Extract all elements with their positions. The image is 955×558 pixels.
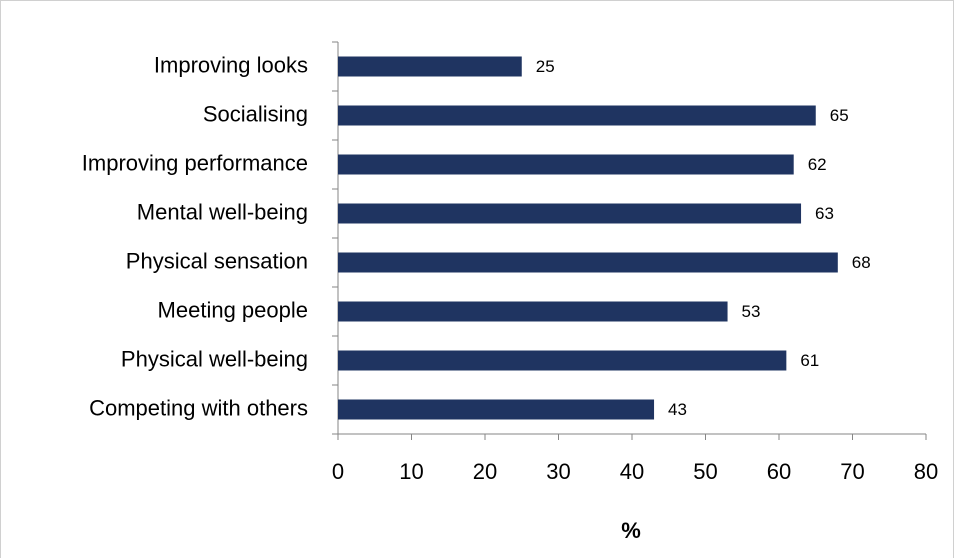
bar (338, 350, 787, 371)
y-tick-label: Physical sensation (126, 248, 308, 273)
value-label: 63 (815, 204, 834, 223)
y-tick-label: Meeting people (158, 297, 308, 322)
x-tick-label: 20 (473, 459, 497, 484)
y-tick-label: Physical well-being (121, 346, 308, 371)
x-tick-label: 30 (546, 459, 570, 484)
value-label: 25 (536, 57, 555, 76)
value-label: 62 (808, 155, 827, 174)
y-tick-label: Mental well-being (137, 199, 308, 224)
x-tick-label: 70 (840, 459, 864, 484)
bar (338, 105, 816, 126)
x-tick-label: 80 (914, 459, 938, 484)
value-label: 68 (852, 253, 871, 272)
bar (338, 252, 838, 273)
x-tick-label: 60 (767, 459, 791, 484)
y-tick-label: Improving performance (82, 150, 308, 175)
x-tick-label: 50 (693, 459, 717, 484)
bar (338, 56, 522, 77)
x-tick-label: 40 (620, 459, 644, 484)
x-tick-label: 0 (332, 459, 344, 484)
value-label: 43 (668, 400, 687, 419)
bar (338, 154, 794, 175)
y-tick-label: Socialising (203, 101, 308, 126)
bar (338, 399, 655, 420)
x-tick-label: 10 (399, 459, 423, 484)
bar (338, 203, 802, 224)
value-label: 65 (830, 106, 849, 125)
x-axis-title: % (621, 518, 641, 543)
value-label: 53 (742, 302, 761, 321)
y-tick-label: Competing with others (89, 395, 308, 420)
y-tick-label: Improving looks (154, 52, 308, 77)
bar (338, 301, 728, 322)
value-label: 61 (800, 351, 819, 370)
